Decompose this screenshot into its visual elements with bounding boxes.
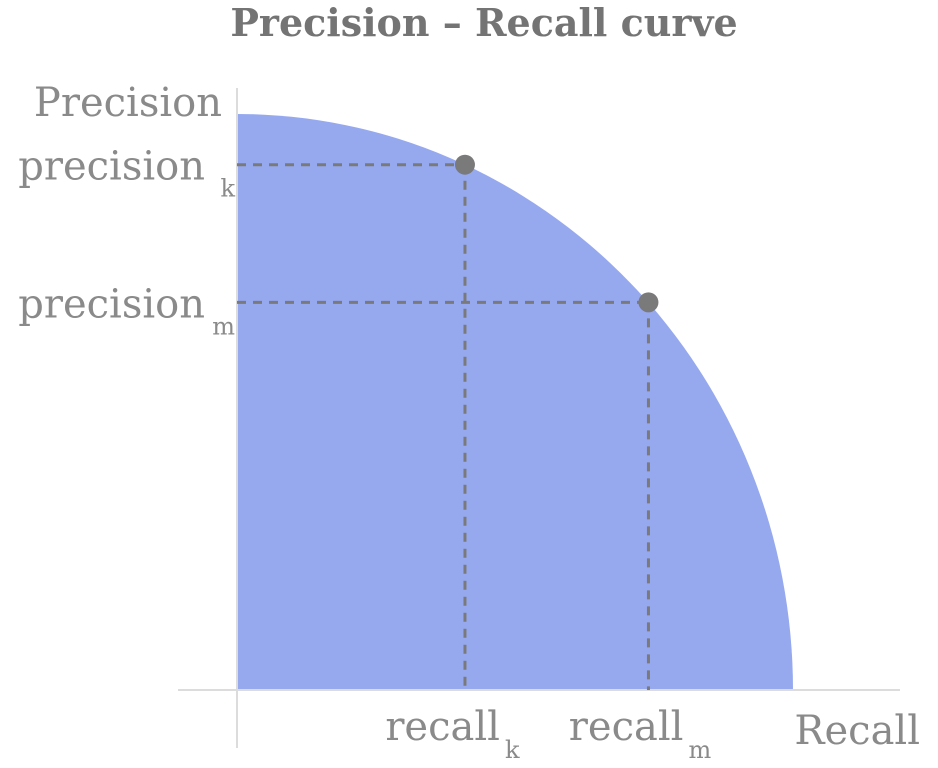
pr-curve-area bbox=[237, 114, 793, 690]
x-axis-label: Recall bbox=[794, 708, 920, 754]
y-tick-label-m: precision bbox=[18, 281, 205, 327]
x-tick-label-k: recall bbox=[385, 704, 500, 750]
x-tick-label-m: recall bbox=[569, 704, 684, 750]
y-tick-label-m-sub: m bbox=[212, 312, 235, 340]
data-point-k bbox=[454, 154, 475, 175]
x-tick-label-m-sub: m bbox=[688, 736, 711, 764]
data-points bbox=[454, 154, 659, 313]
data-point-m bbox=[638, 292, 659, 313]
x-tick-label-k-sub: k bbox=[505, 736, 520, 764]
y-tick-label-k-sub: k bbox=[220, 175, 235, 203]
guide-lines bbox=[237, 163, 650, 690]
y-tick-label-k: precision bbox=[18, 144, 205, 190]
chart-title: Precision – Recall curve bbox=[230, 0, 737, 45]
y-axis-label: Precision bbox=[34, 80, 222, 126]
